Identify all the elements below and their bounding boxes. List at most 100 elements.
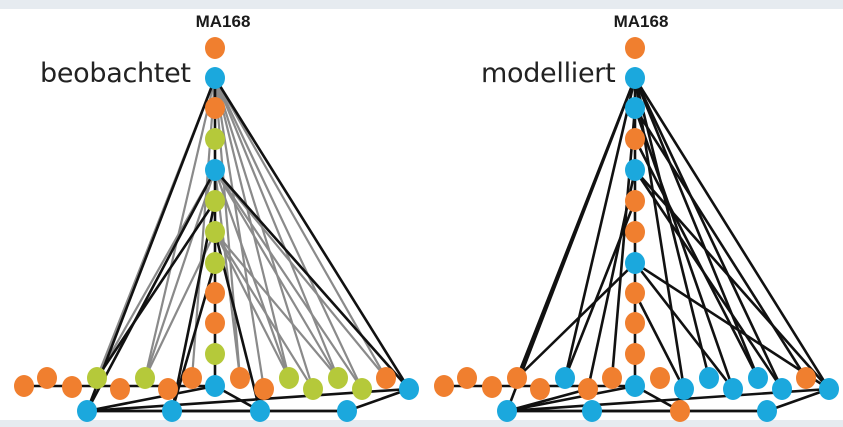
right-edge xyxy=(633,138,760,379)
right-node xyxy=(497,400,517,422)
left-panel-title: MA168 xyxy=(195,12,251,31)
right-edge xyxy=(516,262,636,379)
left-node xyxy=(376,367,396,389)
right-node xyxy=(674,378,694,400)
left-edge xyxy=(143,169,217,379)
left-node xyxy=(205,67,225,89)
left-node xyxy=(337,400,357,422)
left-node xyxy=(205,97,225,119)
right-edge xyxy=(610,107,637,379)
left-node xyxy=(135,367,155,389)
right-node xyxy=(625,375,645,397)
left-node xyxy=(62,376,82,398)
right-node xyxy=(819,378,839,400)
left-edge xyxy=(213,77,340,379)
left-panel-label: beobachtet xyxy=(40,58,191,89)
left-edge xyxy=(213,77,266,390)
left-edge xyxy=(214,231,290,379)
right-edge xyxy=(633,262,735,390)
right-node xyxy=(625,282,645,304)
right-node xyxy=(625,97,645,119)
right-edge xyxy=(766,387,830,413)
left-node xyxy=(205,37,225,59)
right-node xyxy=(434,375,454,397)
right-node xyxy=(578,378,598,400)
right-node xyxy=(670,400,690,422)
right-node xyxy=(625,128,645,150)
right-panel-label: modelliert xyxy=(481,58,616,89)
right-edge xyxy=(563,200,637,379)
left-edge xyxy=(213,77,242,379)
left-edge xyxy=(213,77,411,390)
right-node xyxy=(625,343,645,365)
left-node xyxy=(14,375,34,397)
right-edge xyxy=(634,169,830,390)
right-node xyxy=(650,367,670,389)
right-node xyxy=(796,367,816,389)
left-edge xyxy=(214,231,339,379)
right-node xyxy=(625,190,645,212)
left-node xyxy=(77,400,97,422)
right-edge xyxy=(633,169,784,390)
left-node xyxy=(205,190,225,212)
left-edge xyxy=(214,231,314,390)
left-edge xyxy=(213,169,291,379)
left-node xyxy=(205,312,225,334)
left-node xyxy=(328,367,348,389)
left-node xyxy=(37,367,57,389)
right-node xyxy=(772,378,792,400)
right-node xyxy=(625,67,645,89)
left-node xyxy=(250,400,270,422)
right-edge xyxy=(505,77,637,412)
left-node xyxy=(110,378,130,400)
left-edge xyxy=(214,77,363,390)
right-node xyxy=(457,367,477,389)
left-node xyxy=(158,378,178,400)
left-edge xyxy=(85,77,217,412)
right-edge xyxy=(633,107,735,390)
left-node xyxy=(230,367,250,389)
left-node xyxy=(205,221,225,243)
left-node xyxy=(279,367,299,389)
right-node xyxy=(625,159,645,181)
right-edge xyxy=(506,384,636,413)
bottom-strip xyxy=(0,420,843,427)
right-node xyxy=(625,252,645,274)
right-node xyxy=(602,367,622,389)
left-node xyxy=(303,378,323,400)
left-edge xyxy=(346,387,410,413)
left-edge xyxy=(85,169,217,412)
right-node xyxy=(723,378,743,400)
right-node xyxy=(482,376,502,398)
right-node xyxy=(748,367,768,389)
right-node xyxy=(555,367,575,389)
left-edge xyxy=(95,200,217,379)
left-node xyxy=(162,400,182,422)
right-edge xyxy=(633,77,784,390)
left-node xyxy=(205,375,225,397)
left-node xyxy=(254,378,274,400)
right-panel-title: MA168 xyxy=(613,12,669,31)
left-edge xyxy=(214,169,387,379)
right-node xyxy=(530,378,550,400)
right-node xyxy=(507,367,527,389)
right-node xyxy=(625,221,645,243)
right-node xyxy=(582,400,602,422)
right-node xyxy=(625,37,645,59)
left-node xyxy=(205,128,225,150)
left-edge xyxy=(214,169,363,390)
right-edge xyxy=(563,77,637,379)
right-node xyxy=(625,312,645,334)
left-node xyxy=(352,378,372,400)
left-edge xyxy=(143,77,217,379)
left-node xyxy=(87,367,107,389)
top-strip xyxy=(0,0,843,9)
left-edge xyxy=(214,169,339,379)
left-edge xyxy=(213,77,315,390)
left-node xyxy=(205,282,225,304)
right-edge xyxy=(633,77,760,379)
left-edge xyxy=(86,384,216,413)
left-node xyxy=(399,378,419,400)
